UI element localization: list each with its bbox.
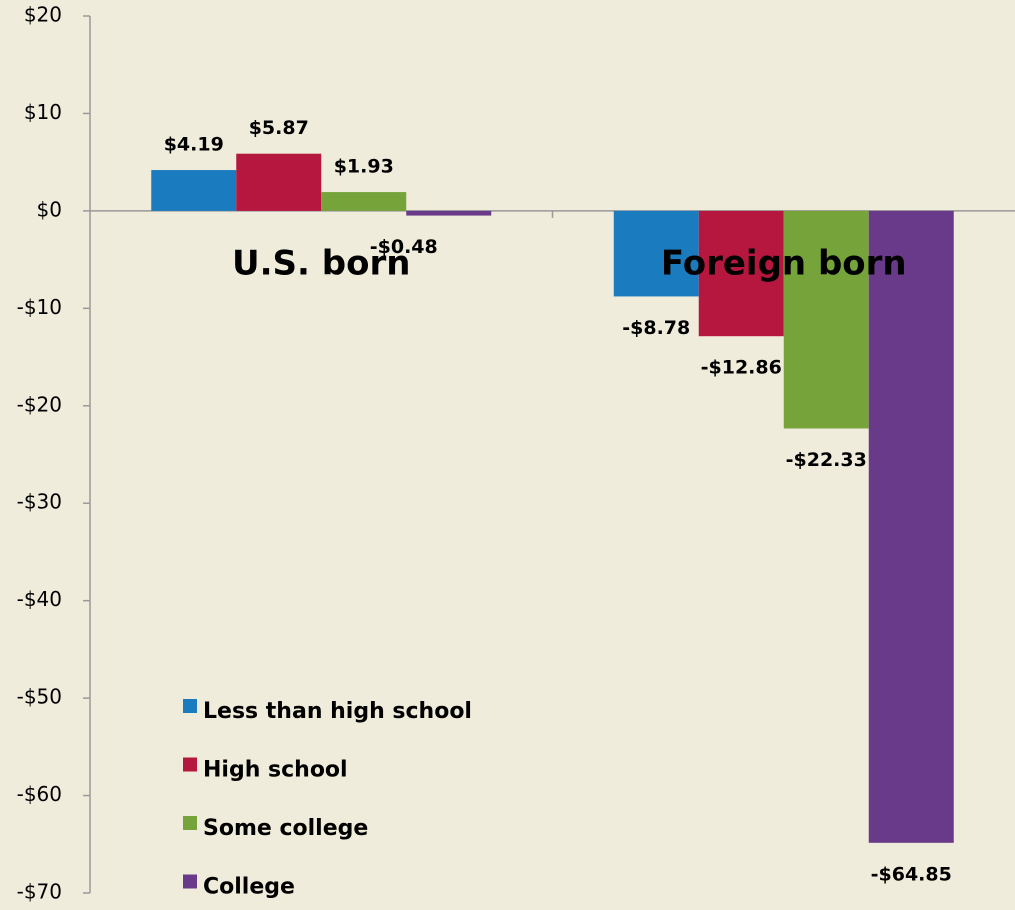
legend-swatch [183,757,197,772]
legend-swatch [183,816,197,830]
value-label: -$8.78 [622,317,690,339]
legend-label: Some college [203,816,368,841]
y-tick-label: -$60 [17,782,62,806]
y-tick-label: $20 [24,3,62,27]
bar [613,210,699,297]
legend-swatch [183,874,197,889]
bar [321,192,407,211]
category-label: Foreign born [661,243,907,283]
value-label: -$0.48 [370,236,438,258]
bar [151,170,237,211]
category-label: U.S. born [232,243,410,283]
bar [406,210,492,216]
y-tick-label: -$30 [17,490,62,514]
value-label: -$12.86 [701,357,782,379]
y-tick-label: -$70 [17,880,62,904]
y-tick-label: $0 [37,197,62,221]
y-tick-label: -$50 [17,685,62,709]
value-label: -$64.85 [871,863,952,885]
bar [698,210,784,337]
value-label: $5.87 [249,117,309,139]
y-tick-label: -$20 [17,392,62,416]
bar [236,153,322,211]
legend-label: College [203,875,295,900]
value-label: -$22.33 [786,449,867,471]
value-label: $4.19 [164,134,224,156]
value-label: $1.93 [334,156,394,178]
legend-swatch [183,699,197,713]
legend-label: High school [203,758,348,783]
legend-label: Less than high school [203,699,472,724]
y-tick-label: -$10 [17,295,62,319]
y-tick-label: -$40 [17,587,62,611]
bar [868,210,954,843]
bar [783,210,869,429]
y-tick-label: $10 [24,100,62,124]
